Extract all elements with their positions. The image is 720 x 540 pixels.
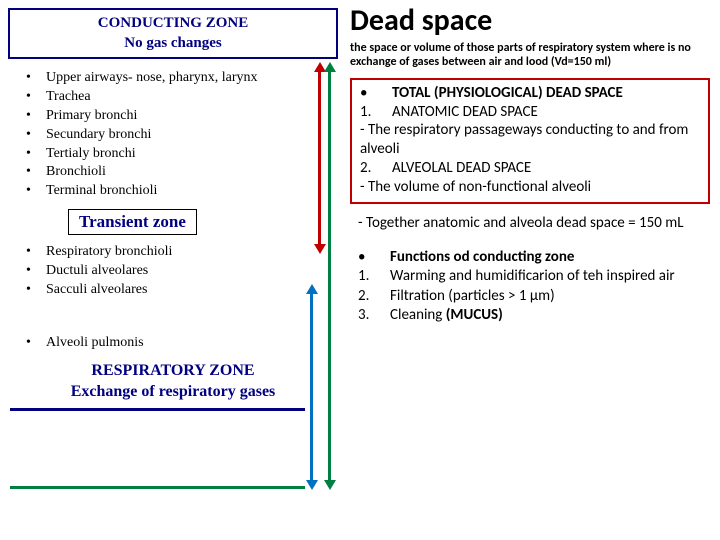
list-item-text: Alveoli pulmonis [46, 334, 144, 353]
list-item: •Trachea [46, 88, 338, 107]
conducting-zone-header: CONDUCTING ZONE No gas changes [8, 8, 338, 59]
sep-line-green [10, 486, 305, 489]
function-number: 3. [358, 306, 390, 326]
list-item: •Ductuli alveolares [46, 262, 338, 281]
functions-block: • Functions od conducting zone 1.Warming… [350, 248, 710, 326]
function-text: Filtration (particles > 1 µm) [390, 287, 555, 307]
function-row: 2.Filtration (particles > 1 µm) [358, 287, 710, 307]
bullet: • [26, 126, 46, 145]
blue-arrow-head-down [306, 480, 318, 490]
total-dead-space: TOTAL (PHYSIOLOGICAL) DEAD SPACE [392, 84, 623, 103]
bullet: • [26, 163, 46, 182]
bullet: • [26, 334, 46, 353]
list-item-text: Sacculi alveolares [46, 281, 147, 300]
list-item-text: Tertialy bronchi [46, 145, 136, 164]
list-item: •Alveoli pulmonis [46, 334, 338, 353]
list-item: •Upper airways- nose, pharynx, larynx [46, 69, 338, 88]
resp-zone-l2: Exchange of respiratory gases [8, 382, 338, 403]
bullet: • [26, 145, 46, 164]
alveolar-desc: - The volume of non-functional alveoli [360, 178, 700, 197]
list-item: •Tertialy bronchi [46, 145, 338, 164]
bullet: • [26, 262, 46, 281]
resp-zone-l1: RESPIRATORY ZONE [8, 361, 338, 382]
bullet: • [26, 88, 46, 107]
together-text: - Together anatomic and alveola dead spa… [350, 214, 710, 234]
bullet: • [26, 243, 46, 262]
function-row: 3.Cleaning (MUCUS) [358, 306, 710, 326]
dead-space-box: • TOTAL (PHYSIOLOGICAL) DEAD SPACE 1. AN… [350, 78, 710, 205]
conducting-line1: CONDUCTING ZONE [18, 14, 328, 34]
function-row: 1.Warming and humidificarion of teh insp… [358, 267, 710, 287]
dead-space-title: Dead space [350, 2, 710, 39]
bullet: • [26, 281, 46, 300]
anatomic-dead-space: ANATOMIC DEAD SPACE [392, 103, 538, 122]
list-item: •Primary bronchi [46, 107, 338, 126]
alveoli-item: •Alveoli pulmonis [8, 334, 338, 353]
right-column: Dead space the space or volume of those … [350, 2, 710, 326]
transient-zone-label: Transient zone [68, 209, 197, 235]
function-text: Warming and humidificarion of teh inspir… [390, 267, 675, 287]
red-arrow-line [318, 70, 321, 246]
list-item: •Secundary bronchi [46, 126, 338, 145]
green-arrow-head-down [324, 480, 336, 490]
list-item-text: Terminal bronchioli [46, 182, 157, 201]
bullet: • [26, 182, 46, 201]
list-item: •Respiratory bronchioli [46, 243, 338, 262]
list-item: •Bronchioli [46, 163, 338, 182]
function-text: Cleaning (MUCUS) [390, 306, 503, 326]
list-item: •Terminal bronchioli [46, 182, 338, 201]
list-item-text: Primary bronchi [46, 107, 137, 126]
blue-arrow-head-up [306, 284, 318, 294]
left-column: CONDUCTING ZONE No gas changes •Upper ai… [8, 8, 338, 402]
num-2: 2. [360, 159, 392, 178]
conducting-line2: No gas changes [18, 34, 328, 54]
functions-title: Functions od conducting zone [390, 248, 574, 268]
list-item-text: Secundary bronchi [46, 126, 151, 145]
bullet: • [26, 107, 46, 126]
sep-line-navy [10, 408, 305, 411]
list-item: •Sacculi alveolares [46, 281, 338, 300]
function-number: 2. [358, 287, 390, 307]
bullet: • [358, 248, 390, 268]
bullet: • [360, 84, 392, 103]
function-number: 1. [358, 267, 390, 287]
transient-items: •Respiratory bronchioli•Ductuli alveolar… [8, 243, 338, 300]
blue-arrow-line [310, 292, 313, 482]
green-arrow-head-up [324, 62, 336, 72]
anatomic-desc: - The respiratory passageways conducting… [360, 121, 700, 159]
list-item-text: Upper airways- nose, pharynx, larynx [46, 69, 258, 88]
bullet: • [26, 69, 46, 88]
list-item-text: Respiratory bronchioli [46, 243, 172, 262]
conducting-items: •Upper airways- nose, pharynx, larynx•Tr… [8, 69, 338, 201]
list-item-text: Trachea [46, 88, 91, 107]
num-1: 1. [360, 103, 392, 122]
list-item-text: Ductuli alveolares [46, 262, 148, 281]
green-arrow-line [328, 70, 331, 482]
alveolar-dead-space: ALVEOLAL DEAD SPACE [392, 159, 531, 178]
dead-space-subtitle: the space or volume of those parts of re… [350, 41, 710, 70]
respiratory-zone-label: RESPIRATORY ZONE Exchange of respiratory… [8, 361, 338, 403]
red-arrow-head-down [314, 244, 326, 254]
list-item-text: Bronchioli [46, 163, 106, 182]
